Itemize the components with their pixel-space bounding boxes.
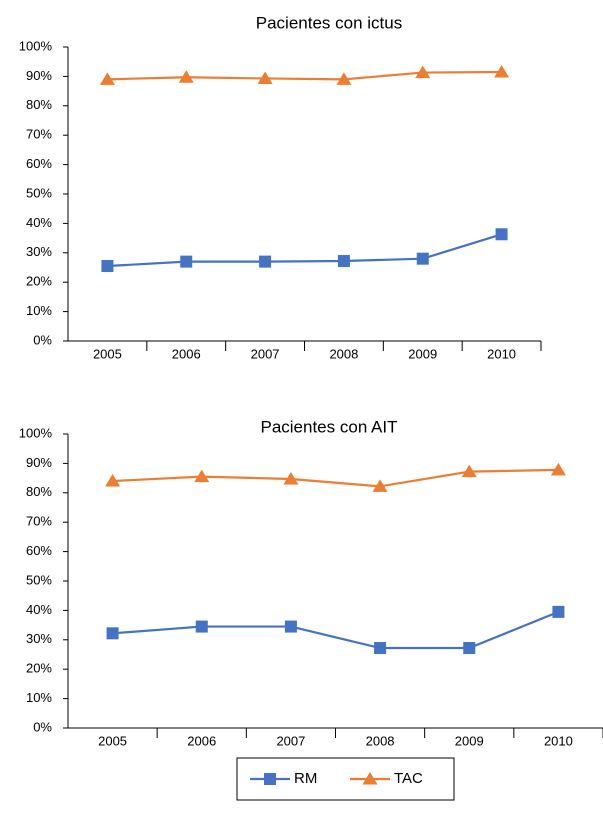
- marker: [374, 642, 387, 655]
- y-tick-label: 50%: [26, 185, 52, 200]
- series-line: [107, 70, 502, 81]
- y-tick-label: 100%: [19, 425, 53, 440]
- marker: [461, 464, 477, 478]
- y-tick-label: 0%: [33, 332, 52, 347]
- marker: [257, 71, 273, 84]
- x-tick-label: 2010: [544, 733, 573, 748]
- marker: [336, 72, 352, 85]
- x-tick-label: 2009: [408, 346, 437, 361]
- x-tick-label: 2008: [366, 733, 395, 748]
- x-tick-label: 2009: [455, 733, 484, 748]
- marker: [101, 260, 114, 273]
- legend-label: RM: [294, 770, 317, 787]
- x-tick-label: 2007: [276, 733, 305, 748]
- y-tick-label: 90%: [26, 68, 52, 83]
- y-tick-label: 40%: [26, 602, 52, 617]
- marker: [494, 64, 510, 78]
- series-line: [112, 468, 559, 488]
- marker: [105, 474, 121, 487]
- marker: [264, 773, 276, 785]
- y-tick-label: 90%: [26, 455, 52, 470]
- x-tick-label: 2006: [172, 346, 201, 361]
- marker: [259, 255, 272, 268]
- marker: [180, 255, 193, 268]
- y-tick-label: 40%: [26, 215, 52, 230]
- y-tick-label: 20%: [26, 661, 52, 676]
- y-tick-label: 100%: [19, 38, 53, 53]
- series-line: [112, 610, 559, 650]
- marker: [283, 471, 299, 485]
- marker: [106, 627, 119, 640]
- y-tick-label: 60%: [26, 543, 52, 558]
- marker: [362, 772, 378, 785]
- chart-title: Pacientes con AIT: [260, 417, 397, 436]
- y-tick-label: 60%: [26, 156, 52, 171]
- y-tick-label: 20%: [26, 274, 52, 289]
- marker: [195, 620, 208, 633]
- marker: [99, 72, 115, 85]
- x-tick-label: 2008: [329, 346, 358, 361]
- y-tick-label: 70%: [26, 514, 52, 529]
- marker: [337, 255, 350, 268]
- marker: [552, 605, 565, 618]
- y-tick-label: 10%: [26, 303, 52, 318]
- marker: [178, 70, 194, 83]
- y-tick-label: 30%: [26, 244, 52, 259]
- chart-title: Pacientes con ictus: [256, 13, 402, 32]
- marker: [194, 469, 210, 483]
- x-tick-label: 2005: [93, 346, 122, 361]
- y-tick-label: 80%: [26, 484, 52, 499]
- y-tick-label: 70%: [26, 127, 52, 142]
- marker: [415, 65, 431, 79]
- y-tick-label: 30%: [26, 631, 52, 646]
- marker: [463, 642, 476, 655]
- y-tick-label: 0%: [33, 719, 52, 734]
- marker: [550, 462, 566, 476]
- x-tick-label: 2010: [487, 346, 516, 361]
- x-tick-label: 2005: [98, 733, 127, 748]
- y-tick-label: 50%: [26, 572, 52, 587]
- y-tick-label: 80%: [26, 97, 52, 112]
- y-tick-label: 10%: [26, 690, 52, 705]
- marker: [495, 228, 508, 241]
- marker: [372, 479, 388, 492]
- legend-label: TAC: [394, 770, 423, 787]
- x-tick-label: 2006: [187, 733, 216, 748]
- x-tick-label: 2007: [251, 346, 280, 361]
- marker: [284, 620, 297, 633]
- series-line: [107, 233, 502, 268]
- marker: [416, 252, 429, 265]
